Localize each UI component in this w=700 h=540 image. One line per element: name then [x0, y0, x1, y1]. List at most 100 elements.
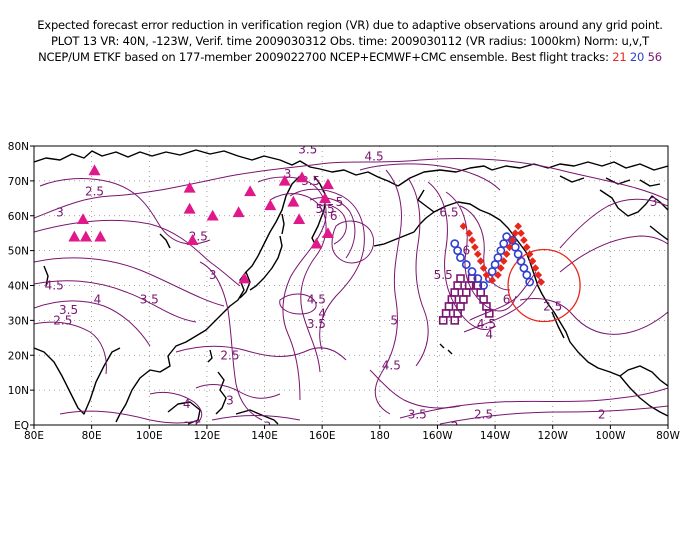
x-tick-label: 140E	[251, 430, 278, 442]
philippines	[215, 371, 227, 415]
gulf-of-mexico	[619, 365, 668, 387]
contour-label: 3	[56, 205, 64, 219]
contour-2.5-se	[399, 387, 668, 419]
contour-2.5-west	[39, 178, 211, 245]
contour-6-main	[427, 181, 497, 330]
contour-4-kamchatka	[269, 193, 327, 373]
track-20-circle	[487, 267, 497, 276]
kamchatka	[311, 175, 327, 247]
y-tick-label: EQ	[14, 420, 29, 432]
contour-label: 5.5	[316, 202, 335, 216]
triangle-marker	[287, 195, 300, 207]
x-tick-label: 80E	[24, 430, 44, 442]
contour-label: 3.5	[301, 174, 320, 188]
latitude-tick-labels: EQ 10N 20N 30N 40N 50N 60N 70N 80N	[8, 141, 34, 432]
track-56-square	[485, 309, 494, 318]
track-20-circle	[461, 260, 471, 269]
contour-label: 3	[264, 420, 272, 434]
contour-2-se	[439, 405, 668, 425]
track-21-diamond	[471, 243, 479, 251]
track-21-diamond	[505, 243, 514, 251]
track-20-circle	[493, 253, 503, 262]
contour-label: 6	[503, 292, 511, 306]
track-21-diamond	[479, 264, 488, 272]
aleutians	[373, 231, 415, 247]
contour-label: 3	[226, 394, 234, 408]
sakhalin	[281, 213, 285, 235]
track-56-label: 56	[647, 50, 662, 64]
track-20-label: 20	[629, 50, 645, 64]
contour-label: 2	[451, 420, 459, 434]
contour-label: 4	[318, 306, 326, 320]
triangle-marker	[232, 206, 245, 218]
ne-siberia-coast	[319, 168, 399, 187]
contour-label: 5	[336, 195, 344, 209]
track-21-diamond	[522, 243, 531, 251]
x-tick-label: 120W	[538, 430, 569, 442]
contour-label: 6.5	[439, 205, 458, 219]
contour-label: 4.5	[382, 359, 401, 373]
triangle-marker	[88, 164, 101, 176]
y-tick-label: 10N	[8, 385, 29, 397]
contour-label: 4.5	[307, 292, 326, 306]
baikal	[159, 233, 171, 249]
y-tick-label: 80N	[8, 141, 29, 153]
japan	[249, 235, 283, 291]
y-tick-label: 40N	[8, 281, 29, 293]
x-tick-label: 100W	[595, 430, 626, 442]
triangle-marker	[186, 234, 199, 245]
alaska-north	[397, 165, 493, 187]
contour-label: 4.5	[365, 149, 384, 163]
triangle-marker	[94, 230, 107, 242]
track-21-diamond	[534, 271, 543, 279]
contour-label: 2.5	[543, 299, 562, 313]
track-21-diamond	[528, 257, 537, 265]
verification-region-circle	[507, 248, 581, 323]
korea	[239, 271, 251, 299]
x-tick-label: 160E	[309, 430, 336, 442]
track-21-diamond	[499, 257, 508, 265]
contour-label: 5.5	[434, 268, 453, 282]
contour-label: 2.5	[474, 408, 493, 422]
track-21-diamond	[474, 250, 482, 258]
observation-triangles	[68, 164, 334, 284]
contour-label: 3.5	[183, 420, 202, 434]
contour-label: 2.5	[85, 184, 104, 198]
contour-4.5-se	[369, 369, 461, 409]
track-21-diamond	[508, 236, 517, 244]
longitude-tick-labels: 80E 80E 100E 120E 140E 160E 180 160W 140W 120W 100…	[24, 425, 680, 442]
contour-3.5-east	[519, 298, 668, 335]
labrador	[649, 225, 668, 241]
track-20-circle	[490, 260, 500, 269]
contour-label: 4.5	[477, 317, 496, 331]
contour-3.5-w	[34, 257, 225, 307]
track-20-circle	[473, 274, 483, 283]
triangle-marker	[183, 202, 196, 214]
taiwan	[207, 349, 213, 363]
track-20-circle	[453, 246, 463, 256]
y-tick-label: 60N	[8, 211, 29, 223]
na-west-coast	[525, 251, 621, 377]
triangle-marker	[310, 237, 323, 249]
track-21-diamond	[520, 236, 528, 244]
arctic-islands	[559, 175, 661, 187]
x-tick-label: 100E	[136, 430, 163, 442]
track-21-diamond	[476, 257, 485, 265]
flight-tracks	[438, 222, 545, 325]
contour-2.5-china	[175, 345, 347, 361]
contour-3.5-sw	[34, 300, 151, 347]
track-20-circle	[522, 270, 532, 280]
triangle-marker	[244, 185, 257, 197]
track-21-diamond	[465, 229, 473, 237]
triangle-marker	[238, 272, 251, 284]
contour-3.5-kurils	[257, 176, 327, 401]
contour-3-equator	[211, 415, 301, 421]
track-21-diamond	[525, 250, 534, 258]
track-21-diamond	[514, 222, 522, 231]
track-20-circle	[479, 281, 488, 290]
contour-4-indonesia	[149, 391, 203, 425]
contour-label: 3.5	[307, 317, 326, 331]
triangle-marker	[206, 209, 219, 221]
y-tick-label: 30N	[8, 315, 29, 327]
track-21-diamond	[459, 222, 468, 231]
